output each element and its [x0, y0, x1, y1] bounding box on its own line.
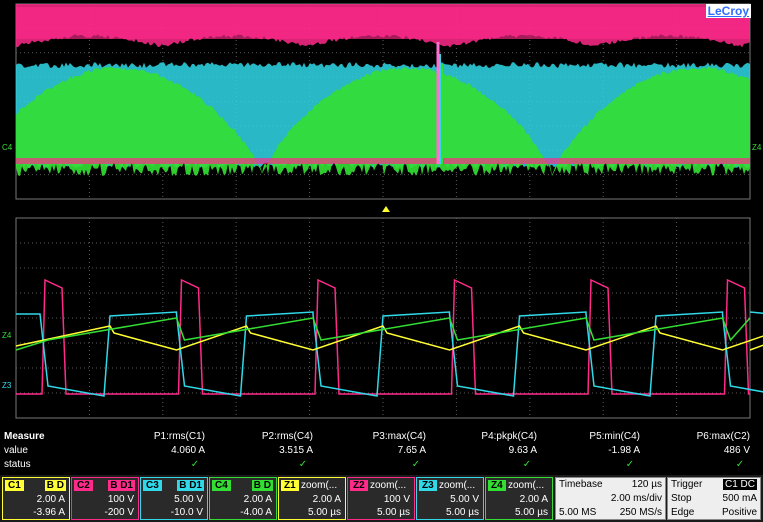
top-left-channel-marker: C4 — [2, 143, 13, 152]
channel-tag: Z3 — [419, 480, 437, 491]
channel-flags: B D — [252, 480, 273, 491]
measure-name-p3[interactable]: P3:max(C4) — [336, 431, 426, 442]
channel-descriptor-z1[interactable]: Z1 zoom(... 2.00 A 5.00 µs — [278, 477, 346, 520]
channel-scale: 100 V — [108, 494, 134, 505]
measure-status-p1: ✓ — [175, 459, 215, 470]
measure-title: Measure — [4, 431, 45, 442]
channel-offset: 5.00 µs — [377, 507, 410, 518]
brand-logo: LeCroy — [706, 4, 751, 18]
channel-scale: 2.00 A — [313, 494, 341, 505]
channel-scale: 5.00 V — [174, 494, 203, 505]
measure-value-label: value — [4, 445, 28, 456]
scope-display[interactable]: C4 Z4 Z4 Z3 LeCroy — [0, 0, 763, 430]
waveform-area[interactable]: C4 Z4 Z4 Z3 — [0, 0, 763, 430]
bottom-cyan-trace — [16, 312, 763, 396]
trigger-descriptor[interactable]: Trigger C1 DC Stop 500 mA Edge Positive — [667, 477, 761, 520]
channel-tag: C1 — [5, 480, 24, 491]
bottom-left-z4-marker: Z4 — [2, 331, 12, 340]
channel-tag: Z2 — [350, 480, 368, 491]
channel-tag: C4 — [212, 480, 231, 491]
measure-value-p2: 3.515 A — [223, 445, 313, 456]
channel-descriptor-c3[interactable]: C3 B D1 5.00 V -10.0 V — [140, 477, 208, 520]
channel-scale: 2.00 A — [37, 494, 65, 505]
channel-descriptor-c4[interactable]: C4 B D 2.00 A -4.00 A — [209, 477, 277, 520]
channel-flags: B D1 — [108, 480, 135, 491]
channel-tag: C2 — [74, 480, 93, 491]
measure-value-p3: 7.65 A — [336, 445, 426, 456]
channel-offset: 5.00 µs — [446, 507, 479, 518]
measure-value-p1: 4.060 A — [115, 445, 205, 456]
channel-offset: 5.00 µs — [515, 507, 548, 518]
channel-flags: B D1 — [177, 480, 204, 491]
channel-flags: B D — [45, 480, 66, 491]
trigger-type: Edge — [671, 507, 694, 518]
measure-panel[interactable]: Measure value status P1:rms(C1) 4.060 A ✓ P… — [0, 430, 763, 475]
channel-scale: 5.00 V — [450, 494, 479, 505]
trigger-label: Trigger — [671, 479, 702, 490]
trigger-level: 500 mA — [723, 493, 757, 504]
top-magenta-band — [16, 7, 750, 39]
channel-scale: 2.00 A — [520, 494, 548, 505]
top-magenta-floor — [16, 158, 750, 164]
channel-offset: -4.00 A — [240, 507, 272, 518]
measure-name-p1[interactable]: P1:rms(C1) — [115, 431, 205, 442]
channel-tag: Z1 — [281, 480, 299, 491]
trigger-position-marker — [382, 206, 390, 212]
channel-offset: -3.96 A — [33, 507, 65, 518]
timebase-delay: 120 µs — [632, 479, 662, 490]
channel-offset: 5.00 µs — [308, 507, 341, 518]
measure-status-p4: ✓ — [507, 459, 547, 470]
channel-offset: -200 V — [105, 507, 134, 518]
channel-title: zoom(... — [370, 480, 406, 491]
channel-descriptor-c1[interactable]: C1 B D 2.00 A -3.96 A — [2, 477, 70, 520]
channel-title: zoom(... — [301, 480, 337, 491]
channel-scale: 2.00 A — [244, 494, 272, 505]
measure-status-p3: ✓ — [396, 459, 436, 470]
measure-value-p4: 9.63 A — [447, 445, 537, 456]
measure-value-p5: -1.98 A — [550, 445, 640, 456]
channel-scale: 100 V — [384, 494, 410, 505]
measure-status-label: status — [4, 459, 31, 470]
channel-title: zoom(... — [508, 480, 544, 491]
trigger-slope: Positive — [722, 507, 757, 518]
channel-descriptor-z3[interactable]: Z3 zoom(... 5.00 V 5.00 µs — [416, 477, 484, 520]
channel-bar: C1 B D 2.00 A -3.96 A C2 B D1 100 V -200 V C3 B D… — [0, 475, 763, 522]
measure-status-p5: ✓ — [610, 459, 650, 470]
timebase-samples: 5.00 MS — [559, 507, 596, 518]
channel-descriptor-z2[interactable]: Z2 zoom(... 100 V 5.00 µs — [347, 477, 415, 520]
measure-name-p4[interactable]: P4:pkpk(C4) — [447, 431, 537, 442]
measure-status-p2: ✓ — [283, 459, 323, 470]
measure-name-p2[interactable]: P2:rms(C4) — [223, 431, 313, 442]
bottom-left-z3-marker: Z3 — [2, 381, 12, 390]
measure-value-p6: 486 V — [660, 445, 750, 456]
trigger-mode: Stop — [671, 493, 692, 504]
timebase-sample-rate: 250 MS/s — [620, 507, 662, 518]
channel-descriptor-z4[interactable]: Z4 zoom(... 2.00 A 5.00 µs — [485, 477, 553, 520]
measure-name-p6[interactable]: P6:max(C2) — [660, 431, 750, 442]
measure-status-p6: ✓ — [720, 459, 760, 470]
timebase-label: Timebase — [559, 479, 603, 490]
timebase-rate: 2.00 ms/div — [611, 493, 662, 504]
trigger-flags: C1 DC — [723, 479, 757, 490]
channel-title: zoom(... — [439, 480, 475, 491]
measure-name-p5[interactable]: P5:min(C4) — [550, 431, 640, 442]
channel-offset: -10.0 V — [171, 507, 203, 518]
channel-tag: Z4 — [488, 480, 506, 491]
top-right-channel-marker: Z4 — [752, 143, 762, 152]
channel-descriptor-c2[interactable]: C2 B D1 100 V -200 V — [71, 477, 139, 520]
channel-tag: C3 — [143, 480, 162, 491]
timebase-descriptor[interactable]: Timebase 120 µs 2.00 ms/div 5.00 MS 250 … — [555, 477, 666, 520]
